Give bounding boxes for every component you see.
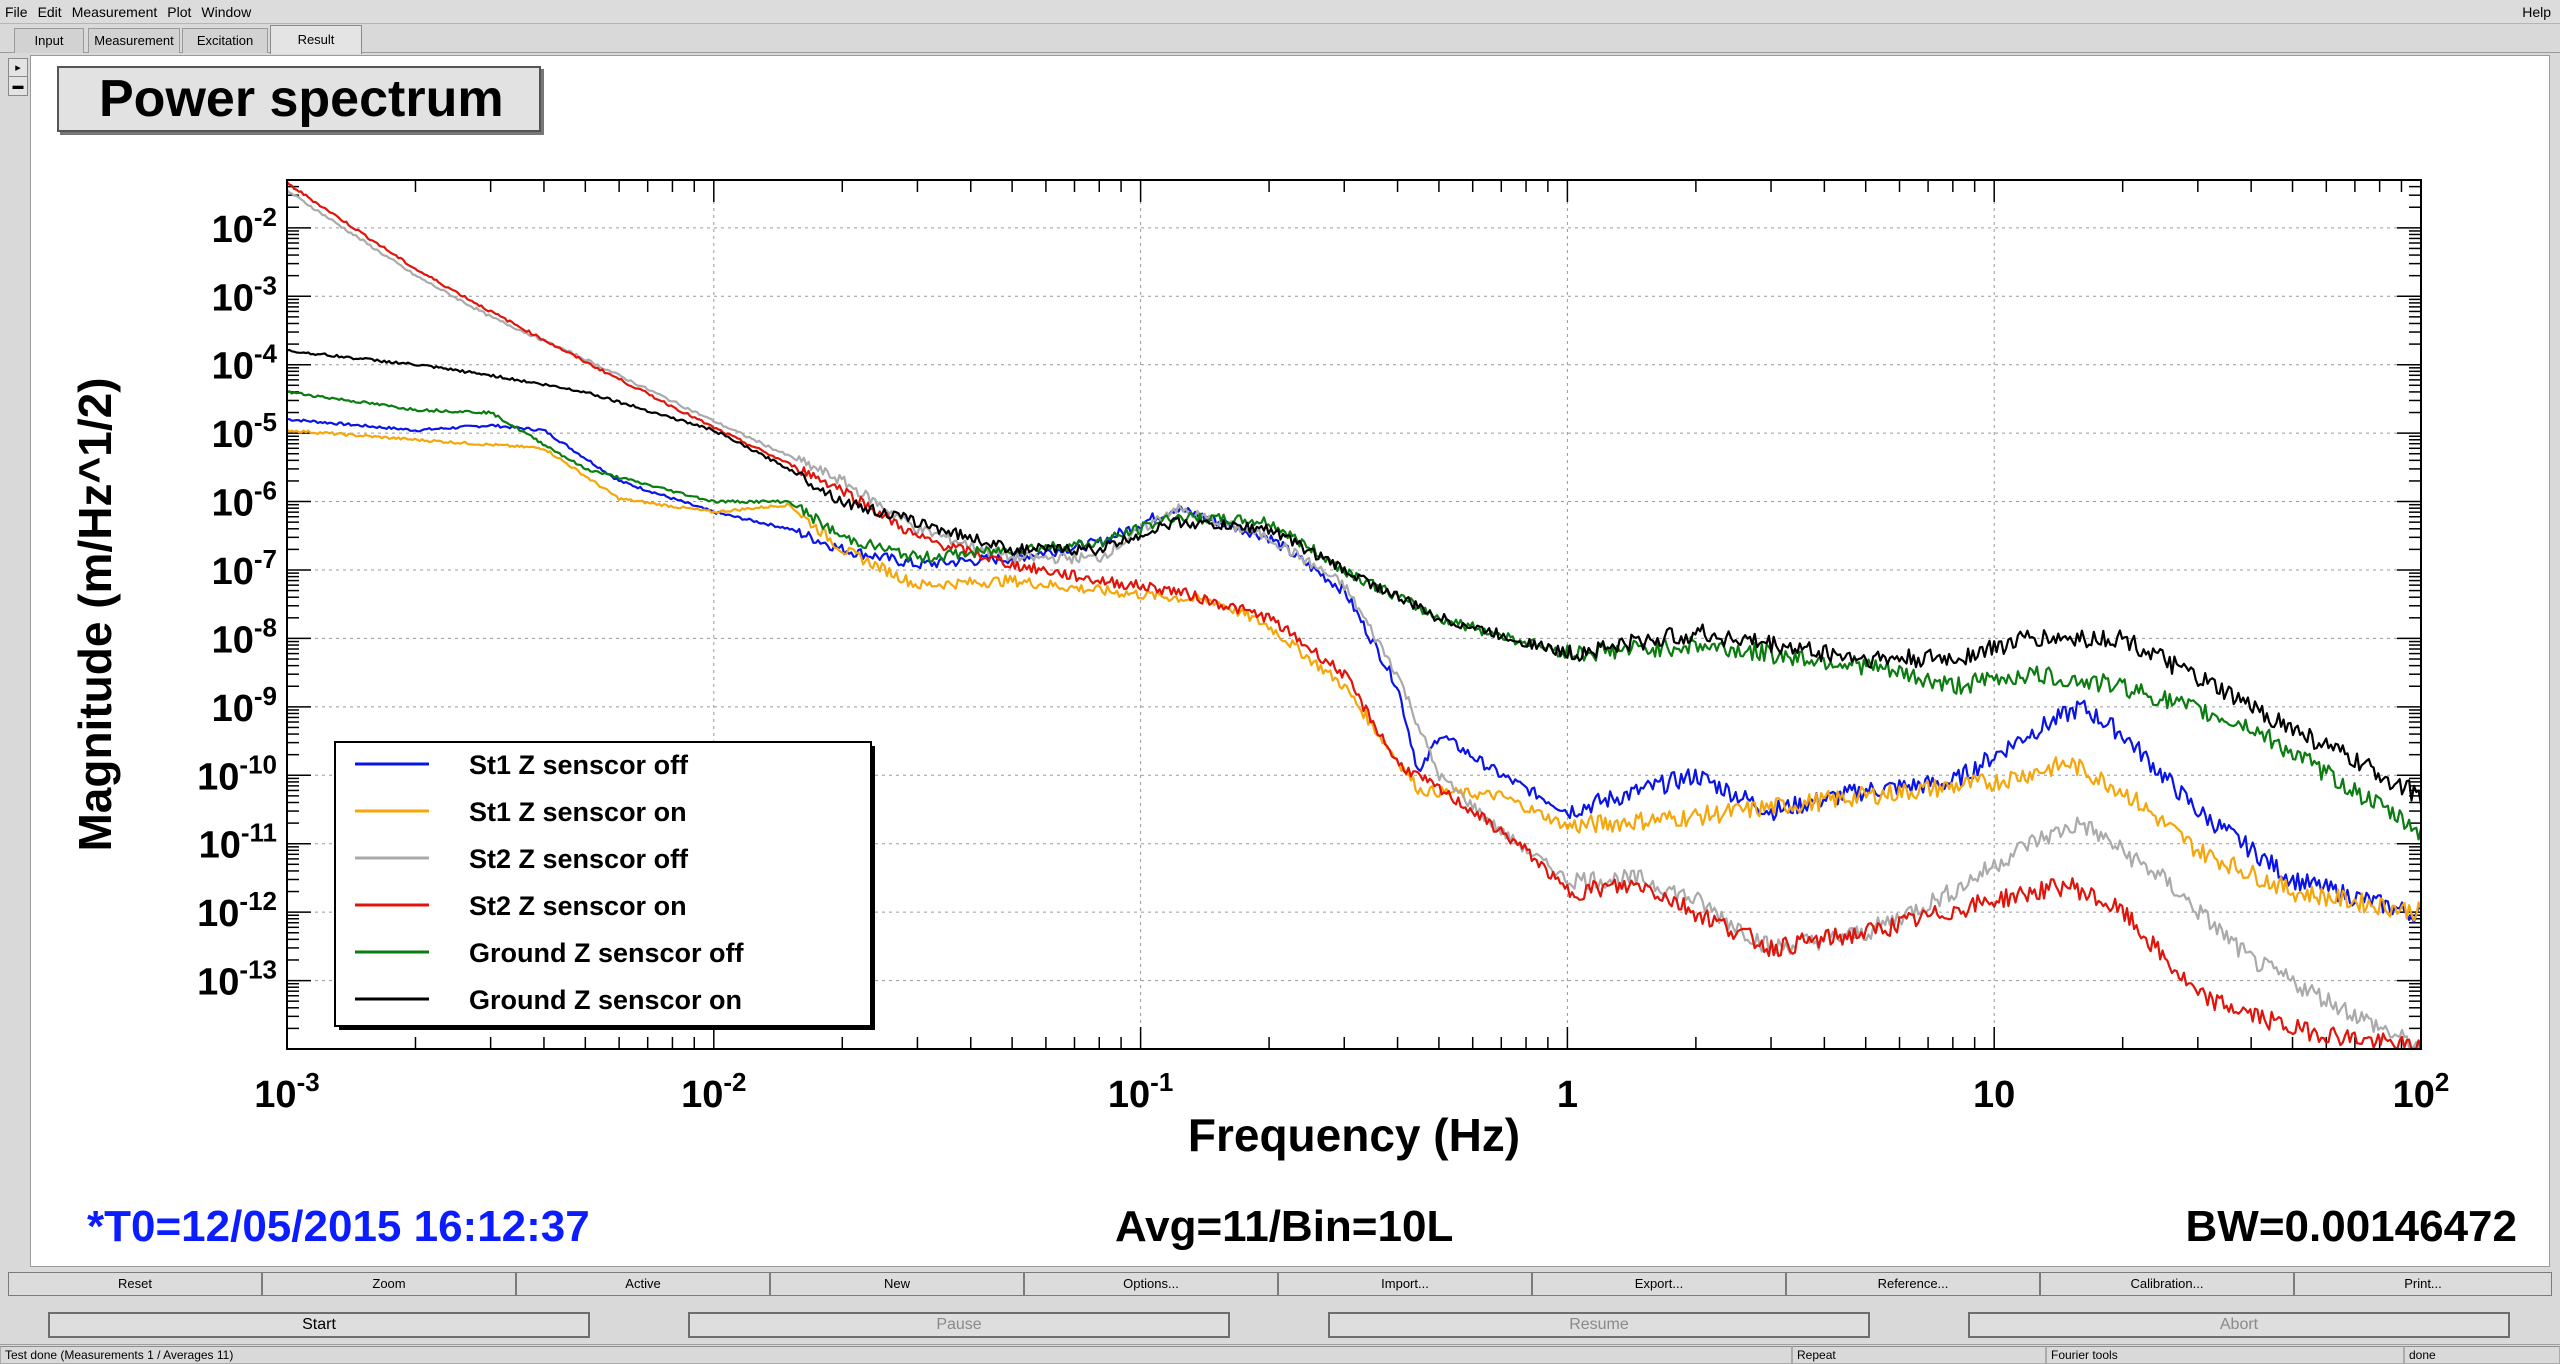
calibration-button[interactable]: Calibration... xyxy=(2040,1272,2294,1296)
power-spectrum-chart[interactable]: 10-3 10-2 10-1 1 10 102 10-210-310-410-510-61… xyxy=(31,56,2551,1268)
plot-title: Power spectrum xyxy=(57,66,541,132)
tab-measurement[interactable]: Measurement xyxy=(88,28,180,53)
legend-entry: St2 Z senscor on xyxy=(469,891,687,921)
t0-timestamp: *T0=12/05/2015 16:12:37 xyxy=(87,1202,590,1251)
series-line xyxy=(286,428,2423,922)
legend-entry: St1 Z senscor on xyxy=(469,797,687,827)
legend-entry: Ground Z senscor on xyxy=(469,985,742,1015)
bandwidth-label: BW=0.00146472 xyxy=(2185,1202,2517,1251)
tab-input[interactable]: Input xyxy=(14,28,84,53)
status-message: Test done (Measurements 1 / Averages 11) xyxy=(0,1346,1792,1364)
expand-arrow-icon[interactable]: ▸ xyxy=(8,58,28,78)
tab-result[interactable]: Result xyxy=(270,25,362,54)
menu-measurement[interactable]: Measurement xyxy=(71,3,158,20)
series-line xyxy=(286,189,2423,1051)
menubar: File Edit Measurement Plot Window Help xyxy=(0,0,2560,24)
series-line xyxy=(286,348,2423,805)
x-tick-label: 102 xyxy=(2393,1067,2450,1116)
x-tick-label: 10-3 xyxy=(254,1067,319,1116)
plot-toolbar: Reset Zoom Active New Options... Import.… xyxy=(8,1272,2552,1296)
y-tick-label: 10-9 xyxy=(212,681,277,730)
tab-excitation[interactable]: Excitation xyxy=(182,28,268,53)
status-bar: Test done (Measurements 1 / Averages 11)… xyxy=(0,1344,2560,1364)
status-state: done xyxy=(2404,1346,2560,1364)
menu-plot[interactable]: Plot xyxy=(167,3,192,20)
series-line xyxy=(287,418,2422,924)
y-tick-label: 10-7 xyxy=(212,544,277,593)
pause-button[interactable]: Pause xyxy=(688,1312,1230,1338)
status-repeat: Repeat xyxy=(1792,1346,2046,1364)
menu-edit[interactable]: Edit xyxy=(37,3,62,20)
print-button[interactable]: Print... xyxy=(2294,1272,2552,1296)
series-line xyxy=(286,390,2423,841)
y-tick-label: 10-11 xyxy=(199,818,277,867)
y-tick-label: 10-12 xyxy=(197,886,277,935)
y-tick-label: 10-13 xyxy=(197,955,277,1004)
x-tick-label: 1 xyxy=(1557,1074,1578,1116)
collapse-icon[interactable]: ▬ xyxy=(8,76,28,96)
plot-canvas[interactable]: Power spectrum 10-3 10-2 10-1 1 10 102 10-2 10… xyxy=(30,55,2550,1267)
reset-button[interactable]: Reset xyxy=(8,1272,262,1296)
series-layer xyxy=(286,181,2423,1051)
abort-button[interactable]: Abort xyxy=(1968,1312,2510,1338)
start-button[interactable]: Start xyxy=(48,1312,590,1338)
menu-help[interactable]: Help xyxy=(2522,4,2551,20)
zoom-button[interactable]: Zoom xyxy=(262,1272,516,1296)
plot-frame xyxy=(286,179,2422,1050)
reference-button[interactable]: Reference... xyxy=(1786,1272,2040,1296)
y-axis-label: Magnitude (m/Hz^1/2) xyxy=(69,377,121,851)
legend: St1 Z senscor off St1 Z senscor on St2 Z s… xyxy=(334,741,875,1030)
y-tick-labels: 10-2 10-3 10-4 10-5 10-6 10-7 10-8 10-9 10-10 10-… xyxy=(197,202,277,1004)
export-button[interactable]: Export... xyxy=(1532,1272,1786,1296)
options-button[interactable]: Options... xyxy=(1024,1272,1278,1296)
x-tick-label: 10-2 xyxy=(681,1067,746,1116)
y-tick-label: 10-10 xyxy=(197,749,277,798)
y-tick-label: 10-4 xyxy=(212,339,278,388)
menu-window[interactable]: Window xyxy=(201,3,252,20)
x-axis-label: Frequency (Hz) xyxy=(1188,1109,1520,1161)
legend-entry: Ground Z senscor off xyxy=(469,938,745,968)
menu-file[interactable]: File xyxy=(5,3,28,20)
averages-label: Avg=11/Bin=10L xyxy=(1115,1202,1454,1251)
x-tick-label: 10-1 xyxy=(1108,1067,1173,1116)
y-tick-label: 10-6 xyxy=(212,476,277,525)
series-line xyxy=(286,181,2423,1051)
resume-button[interactable]: Resume xyxy=(1328,1312,1870,1338)
x-tick-labels: 10-3 10-2 10-1 1 10 102 xyxy=(254,1067,2449,1116)
y-tick-label: 10-3 xyxy=(212,270,277,319)
import-button[interactable]: Import... xyxy=(1278,1272,1532,1296)
y-tick-label: 10-8 xyxy=(212,612,277,661)
x-tick-label: 10 xyxy=(1973,1074,2015,1116)
legend-entry: St2 Z senscor off xyxy=(469,844,689,874)
legend-box xyxy=(334,741,872,1027)
y-tick-label: 10-5 xyxy=(212,407,277,456)
measurement-controls: Start Pause Resume Abort xyxy=(0,1312,2560,1338)
y-tick-label: 10-2 xyxy=(212,202,277,251)
tab-bar: Input Measurement Excitation Result xyxy=(0,25,2560,54)
status-fourier: Fourier tools xyxy=(2046,1346,2404,1364)
legend-entry: St1 Z senscor off xyxy=(469,750,689,780)
new-button[interactable]: New xyxy=(770,1272,1024,1296)
active-button[interactable]: Active xyxy=(516,1272,770,1296)
